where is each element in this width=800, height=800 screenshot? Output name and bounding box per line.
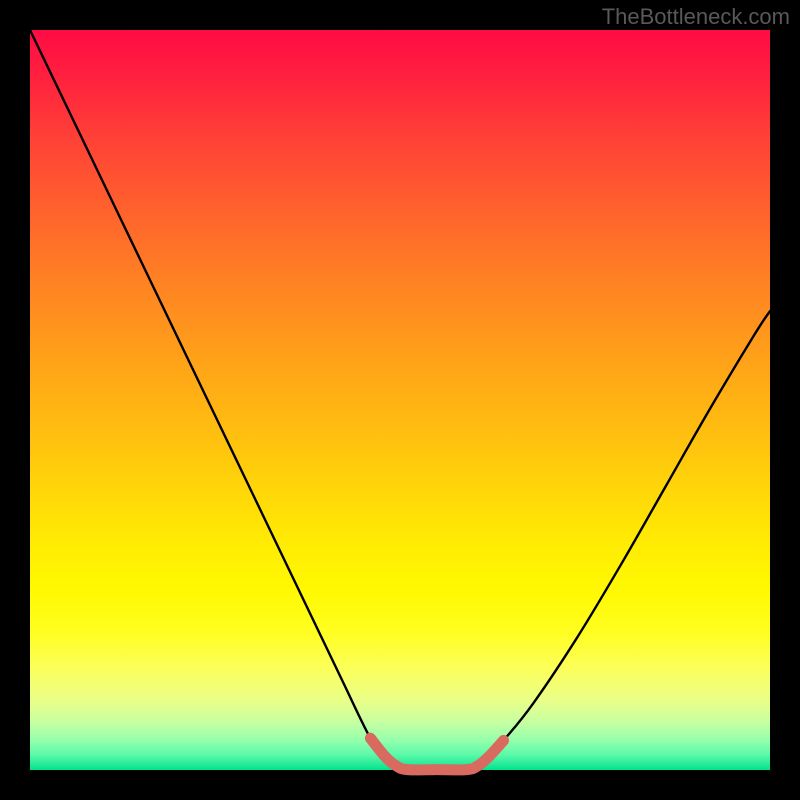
bottleneck-chart: TheBottleneck.com [0, 0, 800, 800]
watermark-text: TheBottleneck.com [602, 4, 790, 30]
plot-background-gradient [30, 30, 770, 770]
chart-canvas [0, 0, 800, 800]
